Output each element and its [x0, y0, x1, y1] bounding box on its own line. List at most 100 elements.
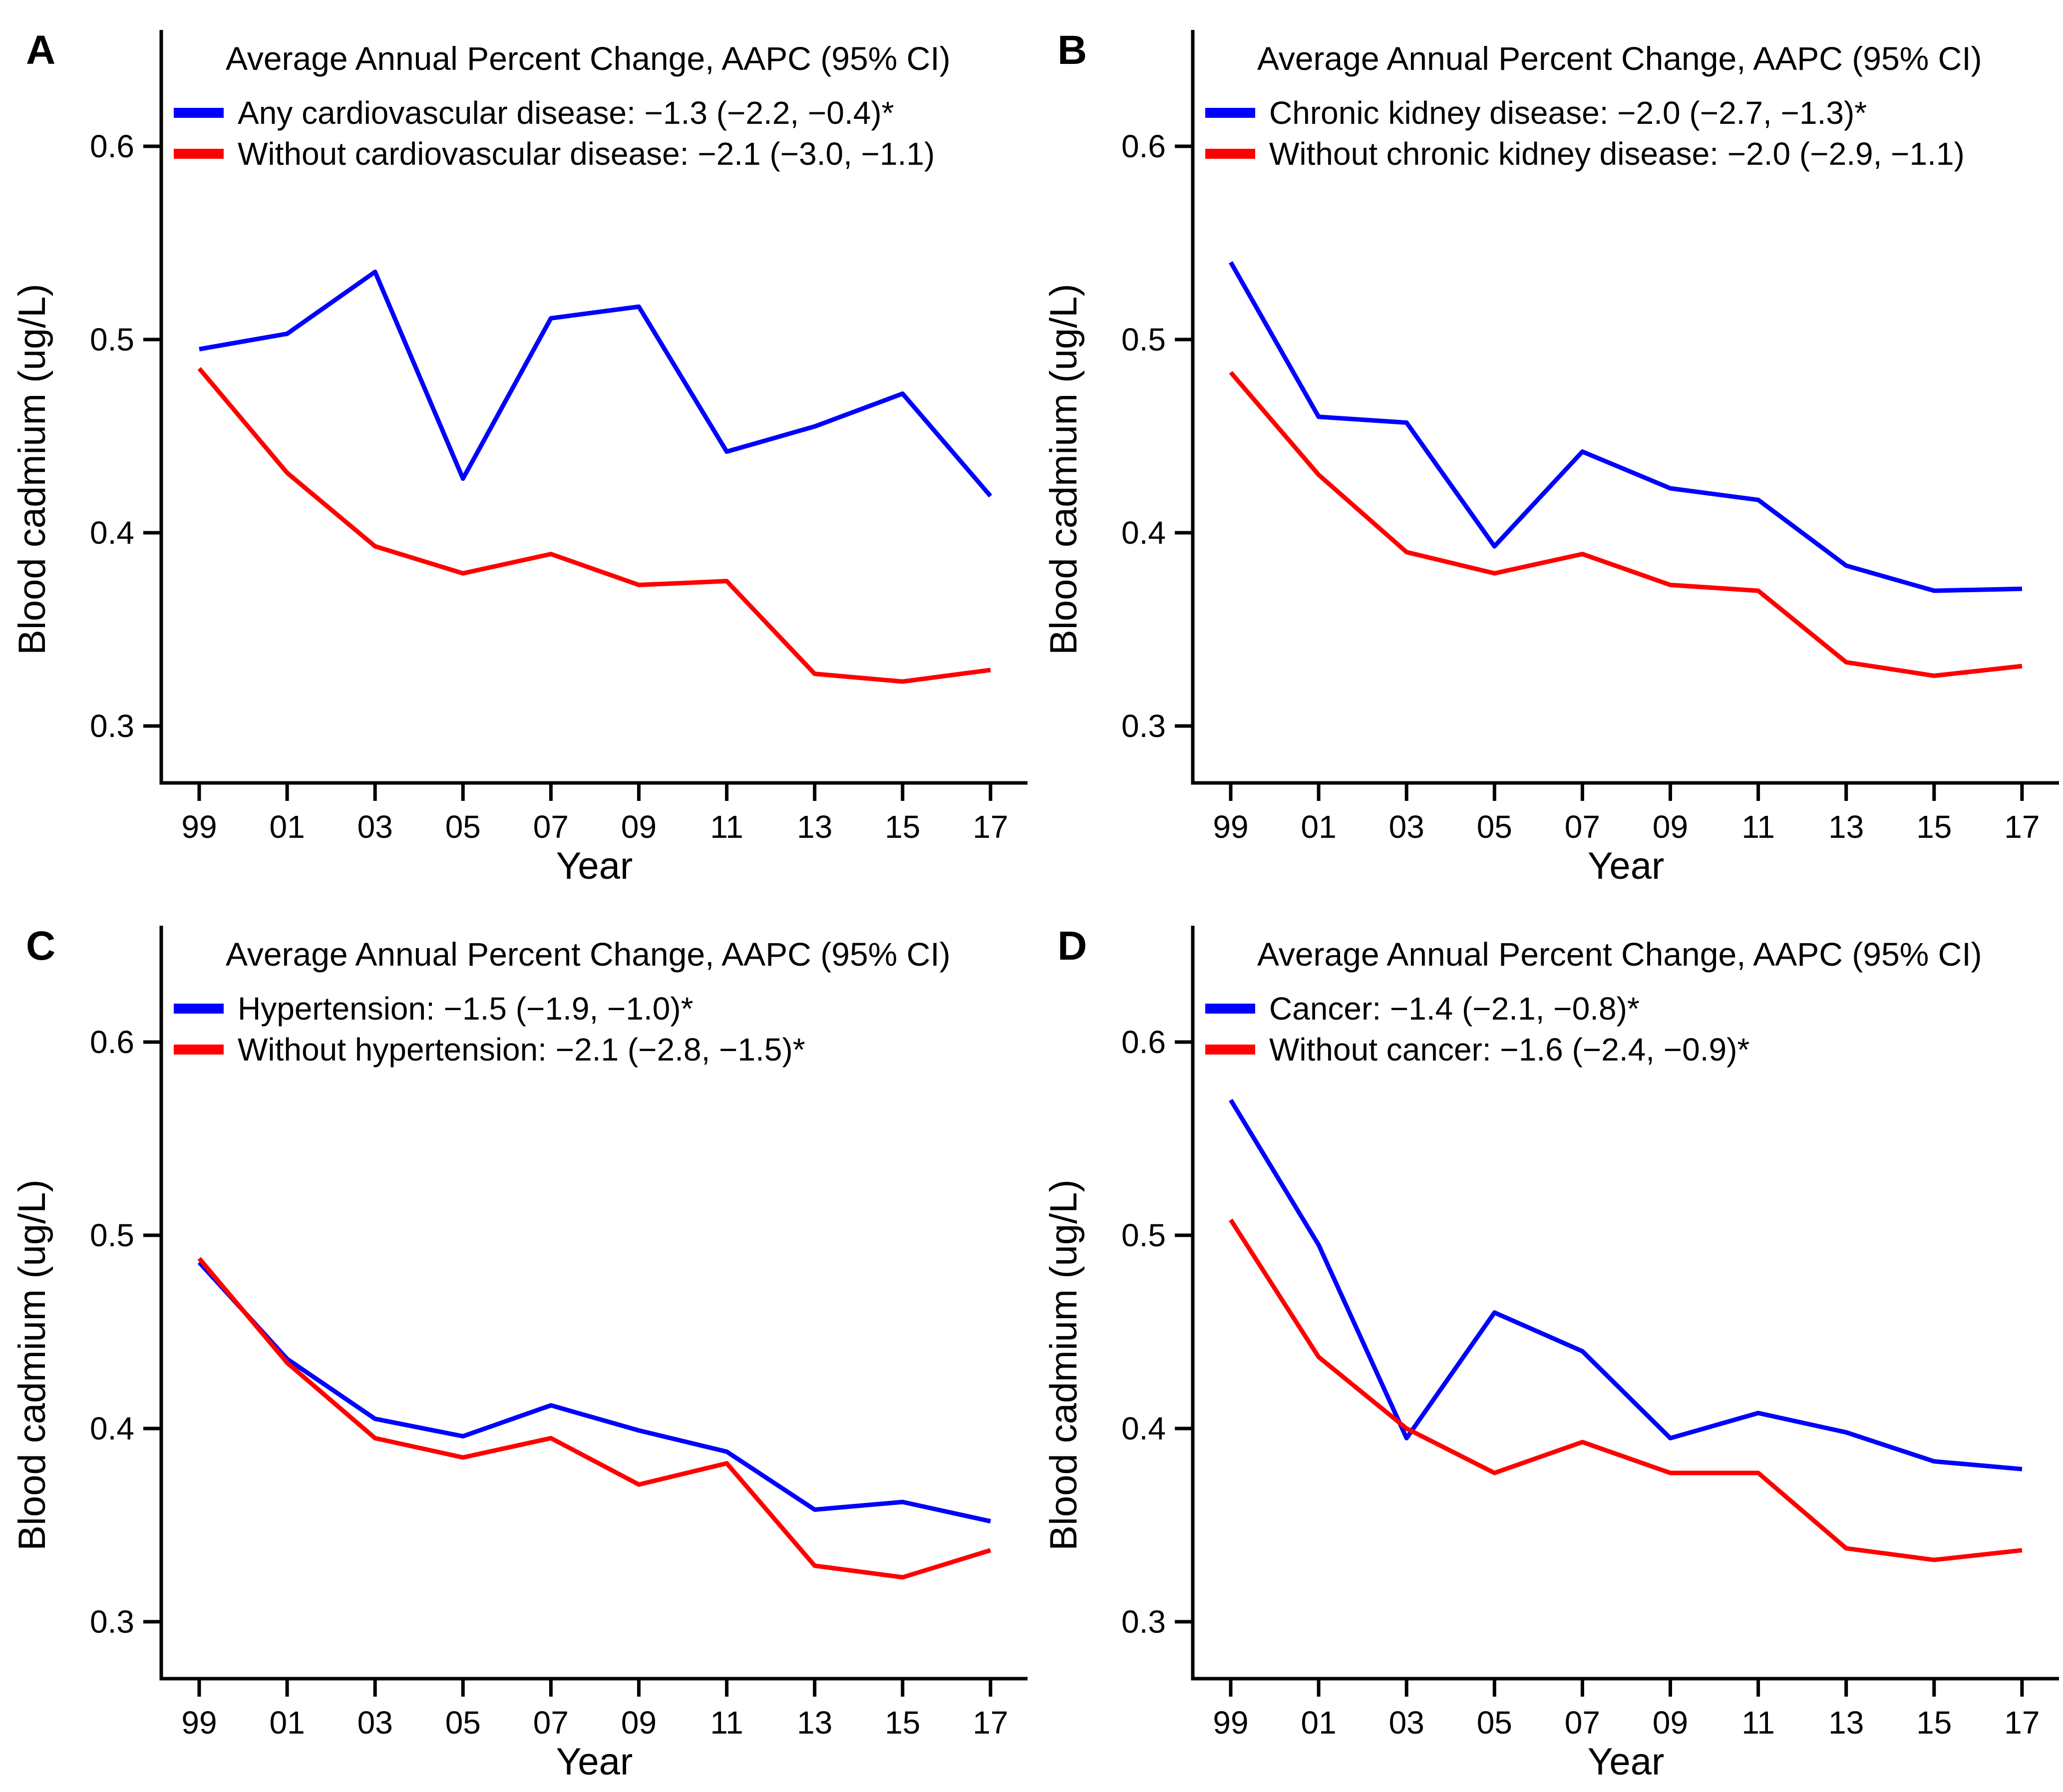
x-tick-label: 13 [1828, 1705, 1864, 1741]
y-tick-label: 0.3 [1121, 1604, 1166, 1640]
panel-d-chart: 0.6 0.5 0.4 0.3 99 01 03 05 07 09 11 13 15 17 Year Bloo… [1042, 923, 2059, 1783]
axis-lines [159, 30, 1028, 785]
y-axis-title: Blood cadmium (ug/L) [11, 1179, 53, 1550]
y-tick-label: 0.5 [90, 322, 134, 358]
x-tick-label: 01 [1301, 809, 1337, 845]
panel-c: 0.6 0.5 0.4 0.3 99 01 03 05 07 09 11 13 15 17 Year Bloo… [0, 896, 1032, 1792]
legend-label: Any cardiovascular disease: −1.3 (−2.2, … [238, 95, 894, 131]
y-axis-title: Blood cadmium (ug/L) [1042, 284, 1085, 655]
x-tick-label: 03 [357, 1705, 393, 1741]
x-tick-label: 15 [1916, 1705, 1952, 1741]
axis-lines [1191, 926, 2059, 1681]
x-tick-label: 01 [1301, 1705, 1337, 1741]
y-tick-label: 0.4 [1121, 1411, 1166, 1446]
x-tick-label: 09 [621, 809, 657, 845]
x-axis-title: Year [1588, 1741, 1665, 1783]
legend-title: Average Annual Percent Change, AAPC (95%… [1257, 936, 1982, 973]
y-axis-title: Blood cadmium (ug/L) [1042, 1179, 1085, 1550]
y-tick-label: 0.3 [90, 1604, 134, 1640]
legend-label: Without hypertension: −2.1 (−2.8, −1.5)* [238, 1032, 805, 1068]
panel-b: 0.6 0.5 0.4 0.3 99 01 03 05 07 09 11 13 15 17 Year Bloo… [1032, 0, 2063, 896]
legend-title: Average Annual Percent Change, AAPC (95%… [1257, 40, 1982, 77]
x-tick-label: 01 [270, 809, 305, 845]
x-tick-label: 99 [181, 1705, 217, 1741]
legend-title: Average Annual Percent Change, AAPC (95%… [226, 936, 951, 973]
x-axis-title: Year [556, 1741, 633, 1783]
y-tick-label: 0.5 [1121, 1217, 1166, 1253]
x-tick-label: 07 [533, 1705, 569, 1741]
x-tick-label: 13 [797, 1705, 832, 1741]
x-axis-title: Year [556, 845, 633, 887]
series-line-red [197, 1257, 992, 1580]
y-tick-label: 0.6 [90, 128, 134, 164]
panel-a: 0.6 0.5 0.4 0.3 99 01 03 05 07 09 11 13 15 17 Year Bloo… [0, 0, 1032, 896]
legend-label: Cancer: −1.4 (−2.1, −0.8)* [1269, 991, 1640, 1027]
x-tick-label: 99 [1213, 1705, 1248, 1741]
x-tick-label: 17 [973, 1705, 1008, 1741]
series-line-red [1229, 1218, 2023, 1562]
legend-label: Chronic kidney disease: −2.0 (−2.7, −1.3… [1269, 95, 1867, 131]
series-line-red [1229, 370, 2023, 678]
x-tick-label: 03 [1389, 1705, 1424, 1741]
panel-c-chart: 0.6 0.5 0.4 0.3 99 01 03 05 07 09 11 13 15 17 Year Bloo… [11, 923, 1028, 1783]
panel-letter: A [26, 27, 55, 73]
y-tick-label: 0.6 [1121, 1024, 1166, 1060]
y-tick-label: 0.4 [90, 515, 134, 551]
x-tick-label: 13 [1828, 809, 1864, 845]
x-tick-label: 15 [1916, 809, 1952, 845]
axis-lines [1191, 30, 2059, 785]
x-tick-label: 07 [1565, 809, 1600, 845]
legend-label: Without cancer: −1.6 (−2.4, −0.9)* [1269, 1032, 1749, 1068]
x-tick-label: 03 [1389, 809, 1424, 845]
x-tick-label: 17 [2004, 1705, 2040, 1741]
legend-title: Average Annual Percent Change, AAPC (95%… [226, 40, 951, 77]
x-tick-label: 11 [1741, 1705, 1774, 1741]
x-tick-label: 11 [710, 1705, 743, 1741]
panel-a-chart: 0.6 0.5 0.4 0.3 99 01 03 05 07 09 11 13 15 17 Year Bloo… [11, 27, 1028, 887]
x-tick-label: 05 [1477, 1705, 1512, 1741]
x-tick-label: 17 [2004, 809, 2040, 845]
x-tick-label: 09 [1653, 809, 1688, 845]
x-tick-label: 11 [710, 809, 743, 845]
series-line-blue [1229, 261, 2022, 593]
y-tick-label: 0.4 [90, 1411, 134, 1446]
x-tick-label: 11 [1741, 809, 1774, 845]
series-line-blue [197, 1261, 991, 1524]
panel-letter: B [1057, 27, 1087, 73]
x-tick-label: 17 [973, 809, 1008, 845]
series-line-blue [199, 270, 993, 498]
legend-label: Without chronic kidney disease: −2.0 (−2… [1269, 136, 1965, 172]
panel-d: 0.6 0.5 0.4 0.3 99 01 03 05 07 09 11 13 15 17 Year Bloo… [1032, 896, 2063, 1792]
y-tick-label: 0.3 [1121, 708, 1166, 744]
x-tick-label: 15 [885, 809, 920, 845]
legend-label: Hypertension: −1.5 (−1.9, −1.0)* [238, 991, 693, 1027]
series-line-red [197, 367, 991, 684]
x-tick-label: 09 [1653, 1705, 1688, 1741]
panel-letter: C [26, 923, 55, 969]
panel-letter: D [1057, 923, 1087, 969]
x-tick-label: 05 [445, 809, 481, 845]
x-tick-label: 01 [270, 1705, 305, 1741]
x-tick-label: 07 [1565, 1705, 1600, 1741]
y-tick-label: 0.4 [1121, 515, 1166, 551]
series-line-blue [1229, 1098, 2023, 1471]
y-tick-label: 0.3 [90, 708, 134, 744]
x-tick-label: 13 [797, 809, 832, 845]
x-tick-label: 03 [357, 809, 393, 845]
y-tick-label: 0.6 [1121, 128, 1166, 164]
x-tick-label: 99 [181, 809, 217, 845]
panel-b-chart: 0.6 0.5 0.4 0.3 99 01 03 05 07 09 11 13 15 17 Year Bloo… [1042, 27, 2059, 887]
y-tick-label: 0.6 [90, 1024, 134, 1060]
x-tick-label: 05 [1477, 809, 1512, 845]
x-tick-label: 09 [621, 1705, 657, 1741]
axis-lines [159, 926, 1028, 1681]
x-tick-label: 05 [445, 1705, 481, 1741]
y-axis-title: Blood cadmium (ug/L) [11, 284, 53, 655]
x-tick-label: 15 [885, 1705, 920, 1741]
legend-label: Without cardiovascular disease: −2.1 (−3… [238, 136, 935, 172]
y-tick-label: 0.5 [1121, 322, 1166, 358]
x-tick-label: 99 [1213, 809, 1248, 845]
x-axis-title: Year [1588, 845, 1665, 887]
x-tick-label: 07 [533, 809, 569, 845]
